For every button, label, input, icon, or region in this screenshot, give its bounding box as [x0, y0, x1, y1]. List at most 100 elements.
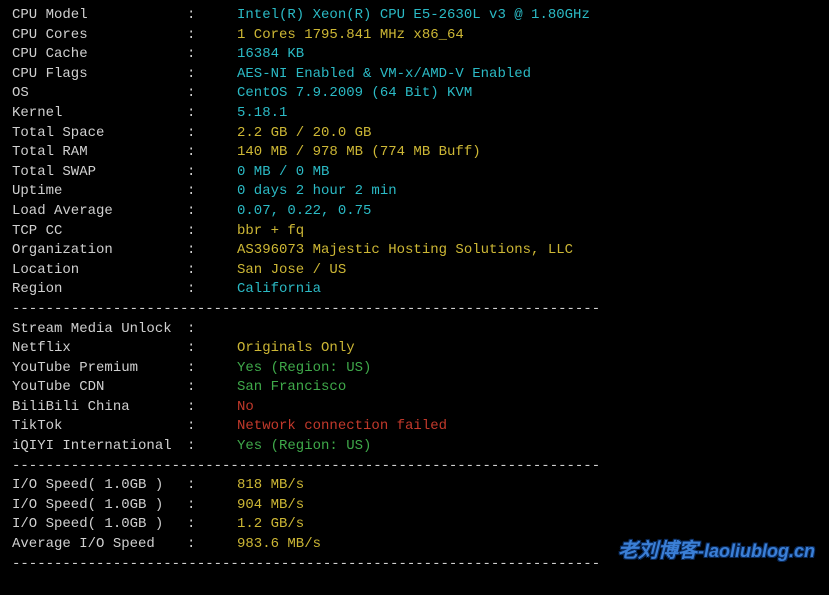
- stream-header: Stream Media Unlock:: [12, 320, 817, 340]
- io-row-1: I/O Speed( 1.0GB ): 904 MB/s: [12, 496, 817, 516]
- sys-row-2-value: 16384 KB: [237, 45, 304, 65]
- sys-row-14: Region: California: [12, 280, 817, 300]
- stream-row-4-value: Network connection failed: [237, 417, 447, 437]
- separator: :: [187, 535, 237, 555]
- sys-row-0: CPU Model: Intel(R) Xeon(R) CPU E5-2630L…: [12, 6, 817, 26]
- separator: :: [187, 398, 237, 418]
- separator: :: [187, 359, 237, 379]
- sys-row-8: Total SWAP: 0 MB / 0 MB: [12, 163, 817, 183]
- sys-row-4-value: CentOS 7.9.2009 (64 Bit) KVM: [237, 84, 472, 104]
- stream-row-4-label: TikTok: [12, 417, 187, 437]
- sys-row-1-label: CPU Cores: [12, 26, 187, 46]
- io-row-2-label: I/O Speed( 1.0GB ): [12, 515, 187, 535]
- separator: :: [187, 241, 237, 261]
- sys-row-10-label: Load Average: [12, 202, 187, 222]
- sys-row-5-value: 5.18.1: [237, 104, 287, 124]
- separator: :: [187, 104, 237, 124]
- sys-row-3-label: CPU Flags: [12, 65, 187, 85]
- separator: :: [187, 280, 237, 300]
- sys-row-9-value: 0 days 2 hour 2 min: [237, 182, 397, 202]
- io-row-0-label: I/O Speed( 1.0GB ): [12, 476, 187, 496]
- separator: :: [187, 417, 237, 437]
- stream-row-3-label: BiliBili China: [12, 398, 187, 418]
- stream-row-1-value: Yes (Region: US): [237, 359, 371, 379]
- sys-row-5-label: Kernel: [12, 104, 187, 124]
- watermark: 老刘博客-laoliublog.cn: [618, 537, 815, 565]
- sys-row-9: Uptime: 0 days 2 hour 2 min: [12, 182, 817, 202]
- stream-row-5: iQIYI International: Yes (Region: US): [12, 437, 817, 457]
- separator: :: [187, 26, 237, 46]
- separator: :: [187, 84, 237, 104]
- sys-row-0-value: Intel(R) Xeon(R) CPU E5-2630L v3 @ 1.80G…: [237, 6, 590, 26]
- stream-row-4: TikTok: Network connection failed: [12, 417, 817, 437]
- sys-row-7-value: 140 MB / 978 MB (774 MB Buff): [237, 143, 481, 163]
- sys-row-13-label: Location: [12, 261, 187, 281]
- stream-row-3-value: No: [237, 398, 254, 418]
- sys-row-2: CPU Cache: 16384 KB: [12, 45, 817, 65]
- separator: :: [187, 476, 237, 496]
- sys-row-6-value: 2.2 GB / 20.0 GB: [237, 124, 371, 144]
- stream-row-2-label: YouTube CDN: [12, 378, 187, 398]
- sys-row-10-value: 0.07, 0.22, 0.75: [237, 202, 371, 222]
- sys-row-2-label: CPU Cache: [12, 45, 187, 65]
- sys-row-13: Location: San Jose / US: [12, 261, 817, 281]
- sys-row-10: Load Average: 0.07, 0.22, 0.75: [12, 202, 817, 222]
- sys-row-14-value: California: [237, 280, 321, 300]
- io-row-0: I/O Speed( 1.0GB ): 818 MB/s: [12, 476, 817, 496]
- watermark-main: 老刘博客: [618, 540, 698, 562]
- separator: :: [187, 6, 237, 26]
- stream-row-0-label: Netflix: [12, 339, 187, 359]
- stream-row-1: YouTube Premium: Yes (Region: US): [12, 359, 817, 379]
- sys-row-6: Total Space: 2.2 GB / 20.0 GB: [12, 124, 817, 144]
- stream-row-5-label: iQIYI International: [12, 437, 187, 457]
- stream-row-2-value: San Francisco: [237, 378, 346, 398]
- sys-row-0-label: CPU Model: [12, 6, 187, 26]
- io-row-2: I/O Speed( 1.0GB ): 1.2 GB/s: [12, 515, 817, 535]
- sys-row-6-label: Total Space: [12, 124, 187, 144]
- watermark-sub: -laoliublog.cn: [698, 541, 815, 561]
- separator: :: [187, 378, 237, 398]
- sys-row-11-value: bbr + fq: [237, 222, 304, 242]
- stream-row-1-label: YouTube Premium: [12, 359, 187, 379]
- separator: :: [187, 496, 237, 516]
- io-row-3-label: Average I/O Speed: [12, 535, 187, 555]
- stream-header-row-label: Stream Media Unlock: [12, 320, 187, 340]
- separator: :: [187, 261, 237, 281]
- separator: :: [187, 515, 237, 535]
- separator: :: [187, 45, 237, 65]
- separator: :: [187, 222, 237, 242]
- stream-row-5-value: Yes (Region: US): [237, 437, 371, 457]
- stream-row-0-value: Originals Only: [237, 339, 355, 359]
- sys-row-11-label: TCP CC: [12, 222, 187, 242]
- sys-row-1-value: 1 Cores 1795.841 MHz x86_64: [237, 26, 464, 46]
- sys-row-8-label: Total SWAP: [12, 163, 187, 183]
- stream-row-3: BiliBili China: No: [12, 398, 817, 418]
- io-row-1-label: I/O Speed( 1.0GB ): [12, 496, 187, 516]
- separator: :: [187, 182, 237, 202]
- separator: :: [187, 143, 237, 163]
- stream-row-0: Netflix: Originals Only: [12, 339, 817, 359]
- io-row-2-value: 1.2 GB/s: [237, 515, 304, 535]
- divider-2: ----------------------------------------…: [12, 457, 817, 477]
- sys-row-12: Organization: AS396073 Majestic Hosting …: [12, 241, 817, 261]
- separator: :: [187, 124, 237, 144]
- stream-row-2: YouTube CDN: San Francisco: [12, 378, 817, 398]
- sys-row-14-label: Region: [12, 280, 187, 300]
- system-info-block: CPU Model: Intel(R) Xeon(R) CPU E5-2630L…: [12, 6, 817, 300]
- sys-row-12-value: AS396073 Majestic Hosting Solutions, LLC: [237, 241, 573, 261]
- sys-row-12-label: Organization: [12, 241, 187, 261]
- separator: :: [187, 65, 237, 85]
- sys-row-4: OS: CentOS 7.9.2009 (64 Bit) KVM: [12, 84, 817, 104]
- separator: :: [187, 202, 237, 222]
- sys-row-4-label: OS: [12, 84, 187, 104]
- stream-header-row: Stream Media Unlock:: [12, 320, 817, 340]
- sys-row-1: CPU Cores: 1 Cores 1795.841 MHz x86_64: [12, 26, 817, 46]
- separator: :: [187, 163, 237, 183]
- io-row-1-value: 904 MB/s: [237, 496, 304, 516]
- divider-1: ----------------------------------------…: [12, 300, 817, 320]
- stream-media-block: Netflix: Originals OnlyYouTube Premium: …: [12, 339, 817, 457]
- separator: :: [187, 320, 237, 340]
- sys-row-5: Kernel: 5.18.1: [12, 104, 817, 124]
- sys-row-3: CPU Flags: AES-NI Enabled & VM-x/AMD-V E…: [12, 65, 817, 85]
- sys-row-7: Total RAM: 140 MB / 978 MB (774 MB Buff): [12, 143, 817, 163]
